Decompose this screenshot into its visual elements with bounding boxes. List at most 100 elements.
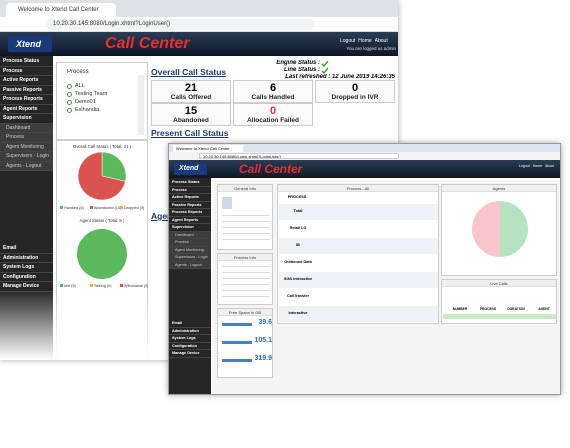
menu-item[interactable]: Process <box>169 187 211 194</box>
process-item[interactable]: Testing Team <box>75 91 108 97</box>
panel: Live Calls NUMBER PROCESS DURATION AGENT <box>441 279 557 324</box>
menu-item[interactable]: Process <box>0 67 53 76</box>
logo: Xtend <box>174 163 207 175</box>
menu-item[interactable]: Email <box>169 320 211 328</box>
menu-item[interactable]: Administration <box>0 254 53 263</box>
card-value: 6 <box>269 82 277 94</box>
menu-item[interactable]: Email <box>0 244 53 254</box>
submenu-item[interactable]: Agents - Logout <box>0 161 53 171</box>
menu-item[interactable]: Passive Reports <box>169 202 211 209</box>
last-refreshed: Last refreshed : 12 June 2019 14:26:35 <box>285 74 395 80</box>
header-link[interactable]: About <box>545 164 555 168</box>
header-link[interactable]: Logout <box>340 38 356 44</box>
panel-title: Agents <box>442 185 556 192</box>
menu-item[interactable]: System Logs <box>169 335 211 343</box>
section-title: Agen <box>151 211 171 221</box>
menu-item[interactable]: Active Reports <box>0 76 53 86</box>
disk-bar <box>222 341 252 344</box>
column-header: NUMBER <box>452 307 468 311</box>
info-line <box>222 272 270 273</box>
status-checks <box>321 60 329 74</box>
header-link[interactable]: Home <box>358 38 372 44</box>
status-card: 21 Calls Offered <box>151 80 231 103</box>
app-title: Call Center <box>239 162 303 176</box>
process-item[interactable]: ALL <box>75 83 85 89</box>
section-title: Present Call Status <box>151 128 229 138</box>
row-bg <box>279 204 438 220</box>
menu-item[interactable]: Process Reports <box>169 209 211 217</box>
row-bg <box>279 306 438 322</box>
tab-bar <box>169 144 560 152</box>
submenu-item[interactable]: Supervisors - Login <box>0 152 53 162</box>
submenu-item[interactable]: Process <box>0 133 53 143</box>
info-line <box>222 233 270 234</box>
address-bar[interactable]: 10.20.30.145:8080/Login.xhtml?LoginUser(… <box>45 19 315 30</box>
menu-item[interactable]: Active Reports <box>169 194 211 202</box>
card-label: Abandoned <box>173 117 209 124</box>
menu-item[interactable]: Passive Reports <box>0 86 53 95</box>
header-link[interactable]: About <box>374 38 388 44</box>
process-item[interactable]: Exlhandia <box>75 107 100 113</box>
column-header: PROCESS <box>479 307 497 311</box>
panel-title: Live Calls <box>442 280 556 287</box>
menu-item[interactable]: Process Status <box>169 179 211 187</box>
submenu-item[interactable]: Agent Monitoring <box>169 246 211 254</box>
status-card: 6 Calls Handled <box>233 80 313 103</box>
tab[interactable]: Welcome to Xtend Call Center <box>6 3 116 17</box>
menu-item[interactable]: Supervision <box>169 224 211 232</box>
submenu-item[interactable]: Dashboard <box>169 231 211 239</box>
disk-bar <box>222 359 252 362</box>
menu-item[interactable]: Process Status <box>0 57 53 67</box>
line-status: Line Status : <box>283 67 320 73</box>
submenu-item[interactable]: Agents - Logout <box>169 261 211 269</box>
header-link[interactable]: Home <box>532 164 543 168</box>
menu-item[interactable]: Supervision <box>0 114 53 124</box>
legend-label: Withdrawal (0) <box>124 284 148 288</box>
menu-item[interactable]: Configuration <box>0 273 53 282</box>
legend-swatch <box>90 206 93 209</box>
menu-item[interactable]: Agent Reports <box>169 217 211 224</box>
legend-label: Handled (6) <box>64 206 85 210</box>
info-line <box>222 239 270 240</box>
header-link[interactable]: Logout <box>519 164 530 168</box>
address-bar[interactable]: 10.20.30.145:8080/Login.xhtml?LoginUser(… <box>199 153 399 159</box>
status-card: 15 Abandoned <box>151 103 231 126</box>
row-label: Outbound Data <box>284 260 312 264</box>
submenu-item[interactable]: Agent Monitoring <box>0 142 53 152</box>
row-bg <box>279 255 438 271</box>
row-bg <box>279 221 438 237</box>
process-item[interactable]: Demo01 <box>75 99 96 105</box>
info-line <box>222 221 270 222</box>
menu-item[interactable]: System Logs <box>0 263 53 273</box>
submenu-item[interactable]: Supervisors - Login <box>169 254 211 262</box>
sidebar: Process Status Process Active Reports Passi… <box>169 178 211 394</box>
disk-bar <box>222 323 252 326</box>
status-card: 0 Dropped in IVR <box>315 80 395 103</box>
status-card: 0 Allocation Failed <box>233 103 313 126</box>
app-header <box>0 32 398 56</box>
column-header: PROCESS <box>287 195 307 199</box>
submenu-item[interactable]: Process <box>169 239 211 247</box>
menu-item[interactable]: Agent Reports <box>0 105 53 114</box>
column-header: AGENT <box>538 307 550 311</box>
header-links: Logout Home About <box>340 38 398 46</box>
submenu-item[interactable]: Dashboard <box>0 123 53 133</box>
content-area: General Info Process Info Free Space In GB… <box>213 180 560 394</box>
user-note: You are logged as admin <box>346 46 396 51</box>
engine-status: Engine Status : <box>276 60 320 66</box>
tab[interactable]: Welcome to Xtend Call Center <box>173 145 243 152</box>
card-value: 0 <box>351 82 359 94</box>
menu-item[interactable]: Manage Device <box>169 350 211 358</box>
legend-label: Dropped (0) <box>124 206 145 210</box>
legend-swatch <box>90 284 93 287</box>
avatar <box>222 197 232 209</box>
card-label: Dropped in IVR <box>331 94 379 101</box>
menu-item[interactable]: Process Reports <box>0 95 53 105</box>
panel-title: Free Space In GB <box>218 309 272 316</box>
row-label: Retail LG <box>289 226 307 230</box>
pie-slice <box>77 229 127 279</box>
row-bg <box>279 289 438 305</box>
menu-item[interactable]: Configuration <box>169 343 211 350</box>
menu-item[interactable]: Administration <box>169 328 211 335</box>
